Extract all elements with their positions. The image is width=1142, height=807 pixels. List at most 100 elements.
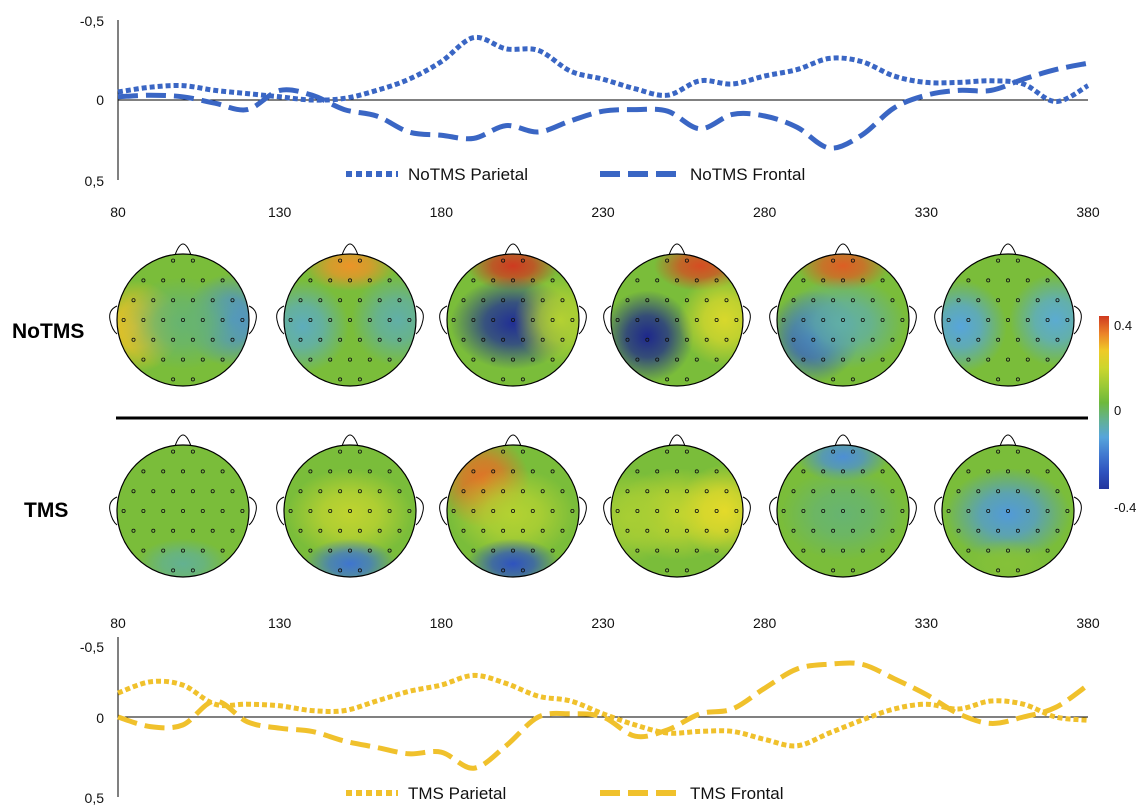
electrode-dot bbox=[230, 489, 235, 494]
electrode-dot bbox=[357, 489, 362, 494]
electrode-dot bbox=[665, 568, 670, 573]
electrode-dot bbox=[791, 528, 796, 533]
electrode-dot bbox=[387, 317, 392, 322]
row-label-notms: NoTMS bbox=[12, 320, 84, 343]
electrode-dot bbox=[220, 508, 225, 513]
electrode-dot bbox=[328, 278, 333, 283]
top-xtick-380: 380 bbox=[1076, 204, 1100, 220]
electrode-dot bbox=[550, 508, 555, 513]
electrode-dot bbox=[180, 278, 185, 283]
electrode-dot bbox=[367, 317, 372, 322]
activity-blob bbox=[136, 538, 230, 577]
electrode-dot bbox=[540, 528, 545, 533]
nose-icon bbox=[668, 243, 686, 256]
electrode-dot bbox=[860, 278, 865, 283]
electrode-dot bbox=[966, 548, 971, 553]
head-outline bbox=[116, 444, 250, 578]
legend-label-tms-parietal: TMS Parietal bbox=[408, 784, 506, 803]
electrode-dot bbox=[560, 528, 565, 533]
electrode-dot bbox=[831, 568, 836, 573]
electrode-dot bbox=[684, 489, 689, 494]
electrode-dot bbox=[357, 298, 362, 303]
electrode-dot bbox=[510, 469, 515, 474]
electrode-dot bbox=[694, 469, 699, 474]
electrode-dot bbox=[121, 317, 126, 322]
bottom-xtick-130: 130 bbox=[268, 615, 292, 631]
electrode-dot bbox=[1065, 317, 1070, 322]
electrode-dot bbox=[461, 489, 466, 494]
electrode-dot bbox=[791, 489, 796, 494]
electrode-dot bbox=[560, 489, 565, 494]
electrode-dot bbox=[1045, 357, 1050, 362]
electrode-dot bbox=[821, 357, 826, 362]
electrode-dot bbox=[240, 317, 245, 322]
electrode-dot bbox=[1045, 548, 1050, 553]
electrode-dot bbox=[635, 508, 640, 513]
topographic-maps: NoTMS TMS 0.4 0 -0.4 bbox=[12, 243, 1136, 578]
left-ear-icon bbox=[934, 496, 943, 526]
electrode-dot bbox=[141, 278, 146, 283]
colorbar-tick-min: -0.4 bbox=[1114, 500, 1136, 515]
head-outline bbox=[941, 444, 1075, 578]
electrode-dot bbox=[996, 377, 1001, 382]
electrode-dot bbox=[635, 357, 640, 362]
electrode-dot bbox=[684, 298, 689, 303]
electrode-dot bbox=[328, 508, 333, 513]
electrode-dot bbox=[377, 337, 382, 342]
electrode-dot bbox=[1006, 317, 1011, 322]
electrode-dot bbox=[684, 337, 689, 342]
electrode-dot bbox=[338, 337, 343, 342]
left-ear-icon bbox=[276, 496, 285, 526]
electrode-dot bbox=[377, 489, 382, 494]
nose-icon bbox=[341, 243, 359, 256]
left-ear-icon bbox=[439, 496, 448, 526]
electrode-dot bbox=[831, 377, 836, 382]
electrode-dot bbox=[665, 298, 670, 303]
electrode-dot bbox=[870, 337, 875, 342]
electrode-dot bbox=[694, 357, 699, 362]
electrode-dot bbox=[451, 317, 456, 322]
top-xtick-130: 130 bbox=[268, 204, 292, 220]
electrode-dot bbox=[318, 337, 323, 342]
electrode-dot bbox=[635, 469, 640, 474]
electrode-dot bbox=[675, 548, 680, 553]
right-ear-icon bbox=[1073, 305, 1082, 335]
electrode-dot bbox=[1006, 508, 1011, 513]
right-ear-icon bbox=[415, 496, 424, 526]
electrode-dot bbox=[520, 489, 525, 494]
electrode-dot bbox=[141, 548, 146, 553]
electrode-dot bbox=[655, 508, 660, 513]
electrode-dot bbox=[520, 337, 525, 342]
electrode-dot bbox=[704, 337, 709, 342]
activity-blob bbox=[611, 290, 694, 383]
electrode-dot bbox=[491, 548, 496, 553]
electrode-dot bbox=[1006, 278, 1011, 283]
electrode-dot bbox=[860, 469, 865, 474]
electrode-dot bbox=[1035, 528, 1040, 533]
electrode-dot bbox=[190, 489, 195, 494]
activity-blob bbox=[351, 273, 416, 367]
electrode-dot bbox=[288, 317, 293, 322]
electrode-dot bbox=[347, 357, 352, 362]
electrodes bbox=[946, 258, 1070, 382]
left-ear-icon bbox=[109, 496, 118, 526]
electrode-dot bbox=[890, 528, 895, 533]
bottom-legend: TMS Parietal TMS Frontal bbox=[346, 784, 784, 803]
electrode-dot bbox=[714, 317, 719, 322]
topomap-tms-1 bbox=[109, 434, 257, 578]
electrode-dot bbox=[461, 337, 466, 342]
electrode-dot bbox=[407, 317, 412, 322]
electrode-dot bbox=[491, 357, 496, 362]
top-ytick-zero: 0 bbox=[96, 92, 104, 108]
electrode-dot bbox=[171, 377, 176, 382]
bottom-ytick-zero: 0 bbox=[96, 710, 104, 726]
head-outline bbox=[283, 253, 417, 387]
bottom-line-chart: 80 130 180 230 280 330 380 -0,5 0 0,5 TMS Pari… bbox=[80, 615, 1100, 806]
electrode-dot bbox=[220, 548, 225, 553]
electrode-dot bbox=[397, 337, 402, 342]
electrode-dot bbox=[308, 508, 313, 513]
electrode-dot bbox=[665, 377, 670, 382]
electrode-dot bbox=[200, 508, 205, 513]
head-outline bbox=[610, 253, 744, 387]
electrode-dot bbox=[190, 337, 195, 342]
